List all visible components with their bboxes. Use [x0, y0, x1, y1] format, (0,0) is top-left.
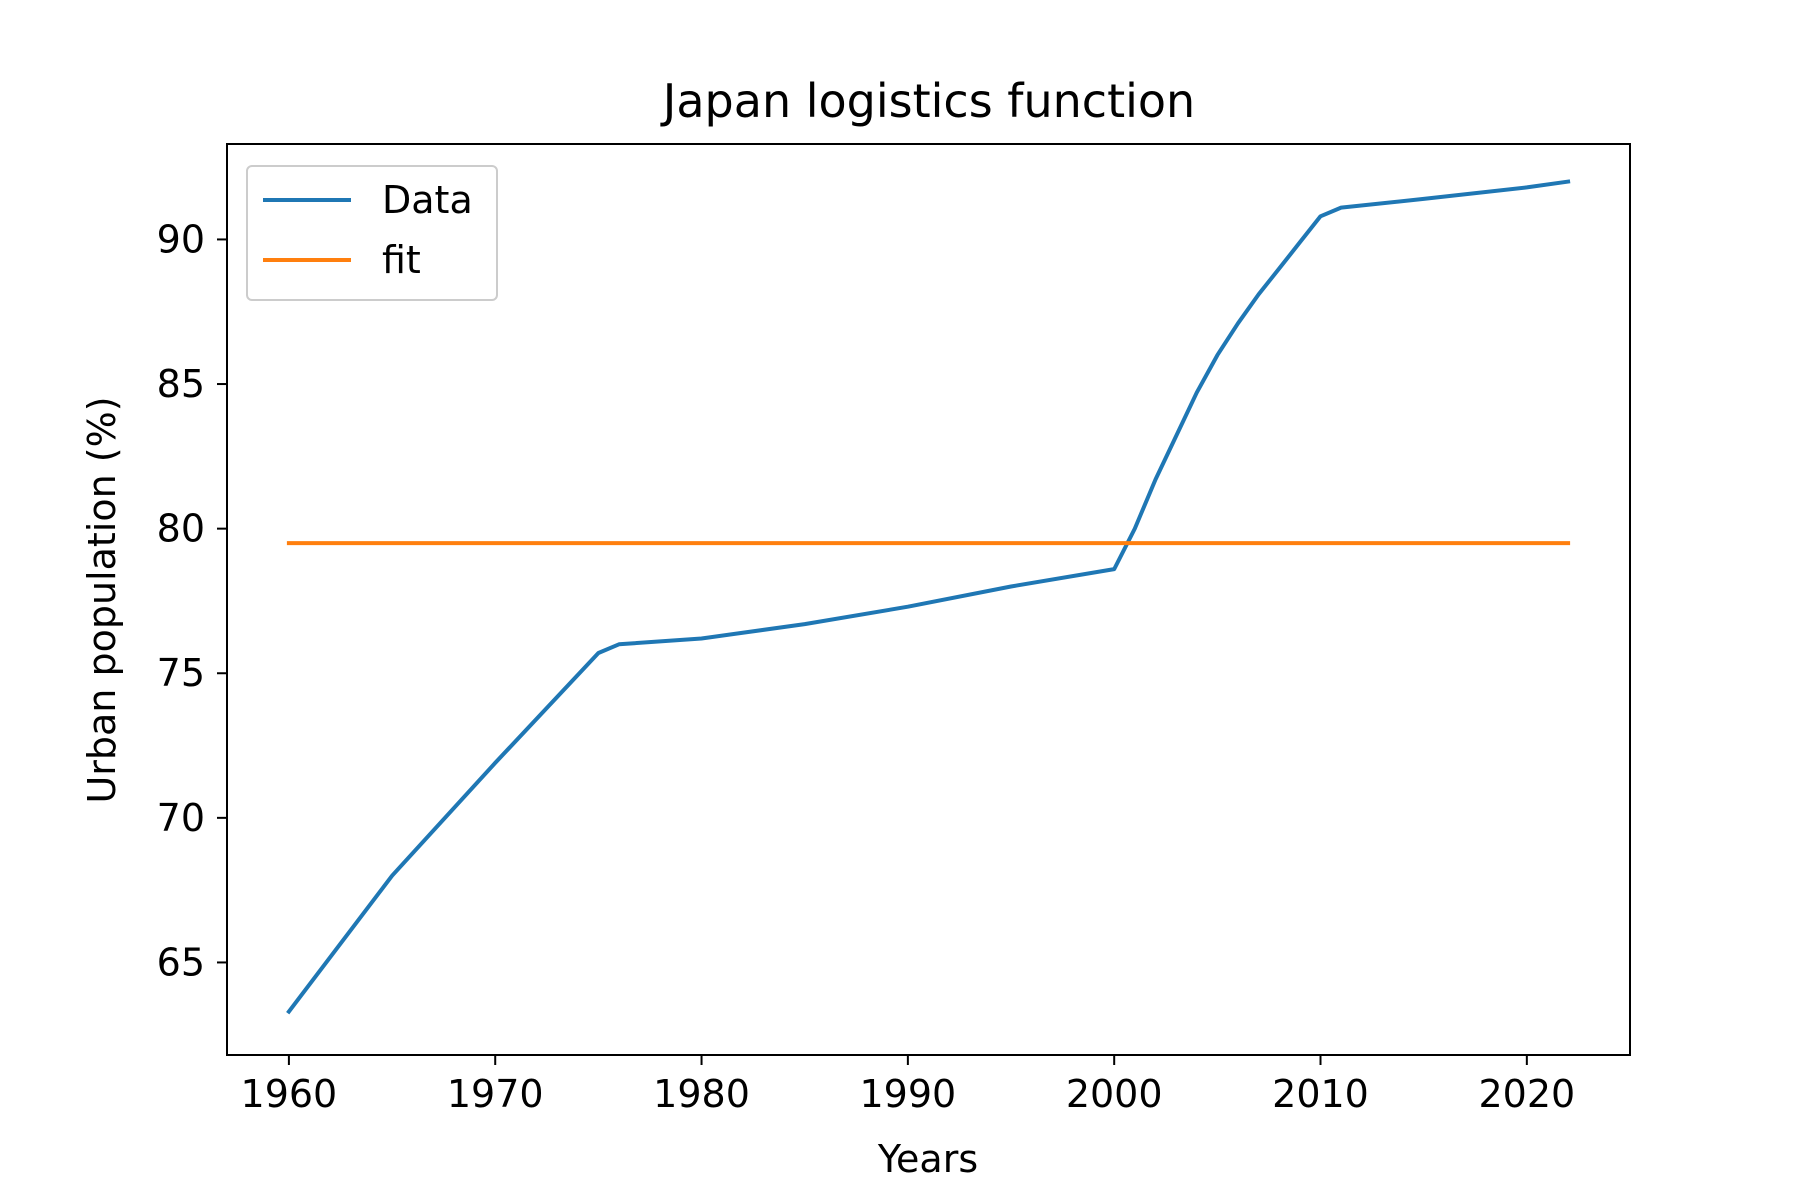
series-line-data [286, 179, 1571, 1015]
y-tick-label: 85 [157, 362, 205, 406]
y-tick-label: 65 [157, 940, 205, 984]
y-tick-label: 80 [157, 507, 205, 551]
y-tick-label: 75 [157, 651, 205, 695]
x-tick-label: 1990 [860, 1072, 957, 1116]
x-tick-label: 1970 [447, 1072, 544, 1116]
legend-label-data: Data [382, 178, 473, 222]
legend: Data fit [246, 165, 498, 301]
x-tick-label: 2020 [1478, 1072, 1575, 1116]
axis-ticks: 1960 1970 1980 1990 2000 2010 2020 65 70 75 80 85 90 [157, 217, 1576, 1116]
x-tick-label: 2010 [1272, 1072, 1369, 1116]
plot-lines [286, 179, 1571, 1015]
x-axis-label: Years [877, 1137, 978, 1181]
y-tick-label: 70 [157, 796, 205, 840]
y-axis-label: Urban population (%) [80, 396, 124, 803]
x-tick-label: 1960 [241, 1072, 338, 1116]
x-tick-label: 1980 [653, 1072, 750, 1116]
y-tick-label: 90 [157, 217, 205, 261]
plot-area-frame [226, 143, 1631, 1056]
chart-title: Japan logistics function [660, 74, 1195, 128]
x-tick-label: 2000 [1066, 1072, 1163, 1116]
legend-label-fit: fit [382, 238, 421, 282]
